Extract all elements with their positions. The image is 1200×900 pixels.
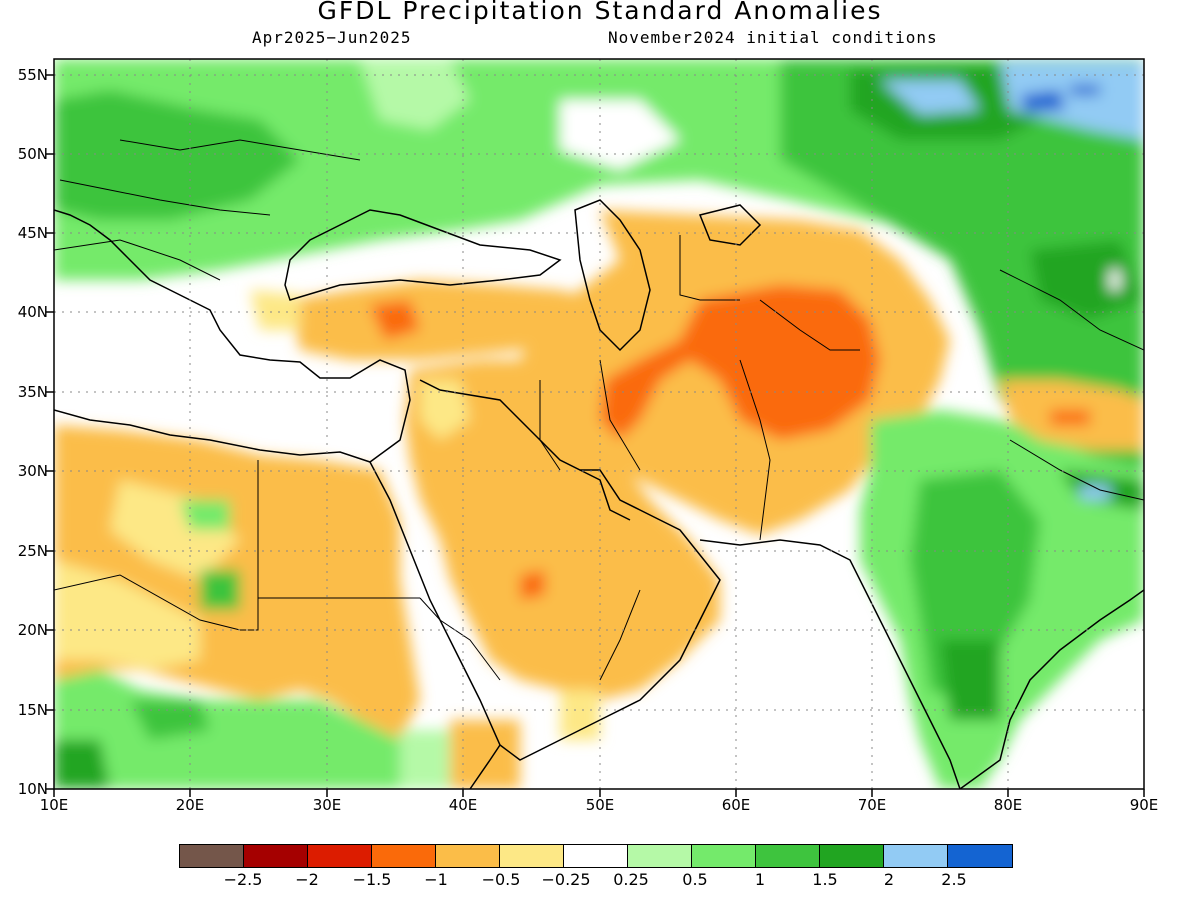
- legend-tick-label: 0.5: [682, 870, 708, 889]
- lat-label-35n: 35N: [17, 383, 48, 401]
- legend-tick-label: −0.5: [481, 870, 521, 889]
- legend-tick-label: −1.5: [352, 870, 392, 889]
- initial-conditions: November2024 initial conditions: [608, 28, 938, 47]
- legend-tick-label: −0.25: [541, 870, 591, 889]
- lat-label-45n: 45N: [17, 224, 48, 242]
- lat-label-40n: 40N: [17, 303, 48, 321]
- legend-tick-label: 1.5: [812, 870, 838, 889]
- legend-swatch: [564, 845, 628, 867]
- axis-ticks: [46, 74, 1145, 797]
- map-title: GFDL Precipitation Standard Anomalies: [317, 0, 883, 25]
- graticule: [54, 59, 1144, 789]
- lat-label-25n: 25N: [17, 542, 48, 560]
- legend-tick-label: 1: [754, 870, 766, 889]
- lon-label-90e: 90E: [1129, 796, 1159, 814]
- legend-swatch: [436, 845, 500, 867]
- legend-tick-label: −2.5: [223, 870, 263, 889]
- legend-swatch: [628, 845, 692, 867]
- lat-label-30n: 30N: [17, 462, 48, 480]
- lon-label-20e: 20E: [175, 796, 205, 814]
- lon-label-40e: 40E: [448, 796, 478, 814]
- lon-label-60e: 60E: [721, 796, 751, 814]
- legend-swatch: [692, 845, 756, 867]
- legend-swatch: [500, 845, 564, 867]
- color-legend: [179, 844, 1013, 868]
- lon-label-70e: 70E: [857, 796, 887, 814]
- plot-frame: [53, 58, 1145, 790]
- legend-swatch: [372, 845, 436, 867]
- forecast-period: Apr2025−Jun2025: [252, 28, 412, 47]
- legend-swatch: [180, 845, 244, 867]
- lon-label-50e: 50E: [585, 796, 615, 814]
- lon-label-80e: 80E: [993, 796, 1023, 814]
- anomaly-field: [54, 59, 1144, 789]
- lon-label-10e: 10E: [39, 796, 69, 814]
- lat-label-20n: 20N: [17, 621, 48, 639]
- legend-tick-label: 2.5: [941, 870, 967, 889]
- lon-label-30e: 30E: [312, 796, 342, 814]
- legend-swatch: [308, 845, 372, 867]
- legend-swatch: [948, 845, 1012, 867]
- legend-tick-label: −2: [295, 870, 319, 889]
- legend-swatch: [820, 845, 884, 867]
- lat-label-15n: 15N: [17, 701, 48, 719]
- lat-label-55n: 55N: [17, 66, 48, 84]
- legend-swatch: [884, 845, 948, 867]
- coastlines: [54, 199, 1144, 789]
- legend-tick-label: −1: [424, 870, 448, 889]
- lat-label-50n: 50N: [17, 145, 48, 163]
- legend-swatch: [756, 845, 820, 867]
- legend-tick-label: 0.25: [613, 870, 649, 889]
- legend-tick-label: 2: [883, 870, 895, 889]
- lat-label-10n: 10N: [17, 780, 48, 798]
- legend-swatch: [244, 845, 308, 867]
